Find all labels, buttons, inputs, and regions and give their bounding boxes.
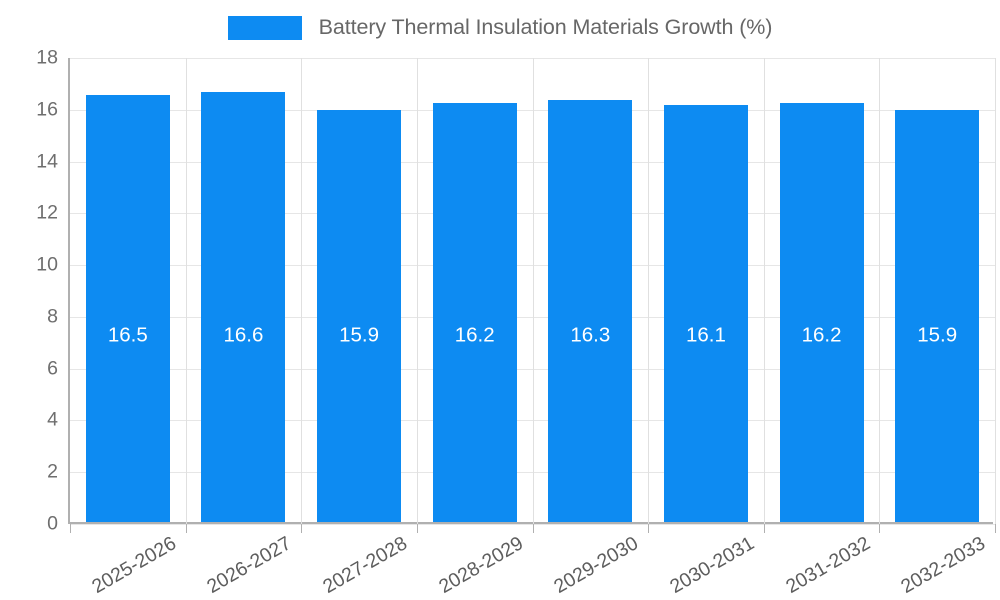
- x-axis-tick-mark: [995, 524, 996, 533]
- y-axis-tick-label: 12: [36, 201, 58, 224]
- bar-value-label: 16.5: [107, 323, 148, 347]
- y-axis-tick-label: 4: [47, 408, 58, 431]
- x-axis-tick-label: 2030-2031: [666, 532, 758, 598]
- bar-value-label: 16.2: [454, 323, 495, 347]
- bar[interactable]: [548, 100, 633, 522]
- y-axis-tick-label: 10: [36, 253, 58, 276]
- bar[interactable]: [201, 92, 286, 522]
- bar-value-label: 15.9: [339, 323, 380, 347]
- bar-value-label: 16.2: [801, 323, 842, 347]
- x-axis-tick-mark: [532, 524, 534, 533]
- bar[interactable]: [85, 94, 170, 522]
- y-axis-tick-label: 14: [36, 149, 58, 172]
- bar-value-label: 16.1: [685, 323, 726, 347]
- x-axis-tick-mark: [879, 524, 881, 533]
- bar-slot: 16.1: [648, 56, 764, 522]
- plot-area: 16.5 16.6 15.9 16.2 16.3 16.1 16.2 15.9: [68, 56, 996, 533]
- x-axis-tick-label: 2026-2027: [203, 532, 296, 598]
- x-axis-tick-mark: [648, 524, 650, 533]
- x-axis-tick-label: 2029-2030: [550, 532, 643, 598]
- x-axis-tick-label: 2027-2028: [319, 532, 412, 598]
- x-gridline: [532, 58, 534, 524]
- x-gridline: [879, 58, 881, 524]
- bar-value-label: 16.3: [570, 323, 611, 347]
- chart-legend: Battery Thermal Insulation Materials Gro…: [0, 14, 1000, 42]
- y-axis-tick-label: 16: [36, 98, 58, 121]
- bar-slot: 16.6: [186, 56, 302, 522]
- bar[interactable]: [779, 102, 864, 522]
- x-gridline: [301, 58, 303, 524]
- bar-slot: 16.3: [533, 56, 649, 522]
- x-gridline: [648, 58, 650, 524]
- x-axis-tick-mark: [70, 524, 71, 533]
- x-axis-tick-mark: [185, 524, 187, 533]
- bar-value-label: 15.9: [917, 323, 958, 347]
- legend-series-label: Battery Thermal Insulation Materials Gro…: [318, 15, 773, 40]
- bar[interactable]: [317, 110, 402, 522]
- bar[interactable]: [663, 105, 748, 522]
- x-axis-tick-label: 2028-2029: [434, 532, 527, 598]
- bar-slot: 16.2: [417, 56, 533, 522]
- x-gridline: [995, 58, 996, 524]
- bar-slot: 16.5: [70, 56, 186, 522]
- x-axis-tick-label: 2031-2032: [781, 532, 874, 598]
- x-axis-tick-label: 2025-2026: [88, 532, 180, 598]
- y-axis-tick-label: 8: [47, 305, 58, 328]
- bar-slot: 15.9: [301, 56, 417, 522]
- bar[interactable]: [432, 102, 517, 522]
- bar-slot: 16.2: [764, 56, 880, 522]
- x-axis-tick-mark: [301, 524, 303, 533]
- x-gridline: [185, 58, 187, 524]
- bar-slot: 15.9: [879, 56, 995, 522]
- y-axis-tick-label: 2: [47, 460, 58, 483]
- y-axis-tick-label: 18: [36, 46, 58, 69]
- y-axis: 0 2 4 6 8 10 12 14 16 18: [0, 48, 58, 533]
- x-gridline: [763, 58, 765, 524]
- legend-color-swatch: [227, 16, 302, 40]
- x-axis-tick-label: 2032-2033: [897, 532, 990, 598]
- bar[interactable]: [895, 110, 980, 522]
- bar-value-label: 16.6: [223, 323, 264, 347]
- y-axis-tick-label: 6: [47, 356, 58, 379]
- x-axis-tick-mark: [763, 524, 765, 533]
- x-gridline: [416, 58, 418, 524]
- x-axis-tick-mark: [416, 524, 418, 533]
- y-axis-tick-label: 0: [47, 512, 58, 535]
